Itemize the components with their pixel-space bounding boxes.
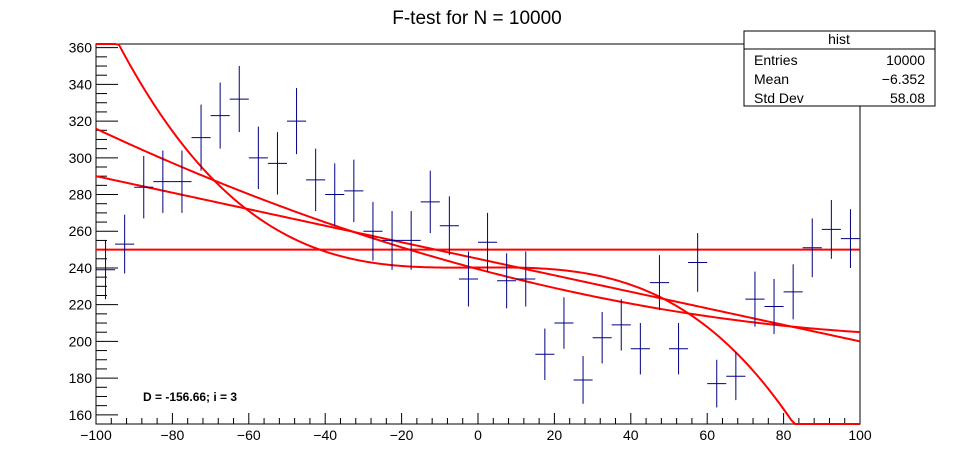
stats-box-frame [743,30,936,107]
x-axis: −100 −80 −60 −40 −20 0 20 40 60 80 100 [80,413,872,443]
histogram-point [726,352,746,401]
y-tick-label: 260 [69,223,93,239]
fit-curve-2 [95,127,861,334]
histogram-point [287,88,307,155]
x-tick-label: −60 [237,427,261,443]
fit-curves [95,43,861,425]
histogram-point [630,323,650,375]
y-tick-label: 280 [69,187,93,203]
y-axis: 160 180 200 220 240 260 280 300 320 340 360 [69,40,118,425]
x-tick-label: 80 [776,427,792,443]
histogram-point [764,278,784,335]
histogram-point [306,148,326,212]
histogram-point [229,66,249,133]
x-tick-label: 0 [474,427,482,443]
d-statistic-annotation: D = -156.66; i = 3 [143,390,237,404]
histogram-point [745,271,765,327]
y-tick-label: 200 [69,333,93,349]
histogram-point [344,159,364,223]
x-tick-label: 40 [623,427,639,443]
histogram-point [573,356,593,404]
histogram-point [497,253,517,309]
stats-entries-value: 10000 [886,52,925,68]
y-tick-label: 180 [69,370,93,386]
y-tick-label: 220 [69,297,93,313]
y-tick-label: 360 [69,40,93,56]
stats-box: hist Entries 10000 Mean −6.352 Std Dev 5… [743,30,936,107]
histogram-point [611,299,631,351]
chart-title: F-test for N = 10000 [392,8,562,29]
y-tick-label: 320 [69,113,93,129]
histogram-point [439,196,459,256]
x-tick-label: −20 [390,427,414,443]
histogram-point [688,233,708,292]
x-tick-label: 20 [547,427,563,443]
stats-entries-label: Entries [754,52,798,68]
histogram-point [783,264,803,320]
stats-box-title: hist [828,31,850,47]
histogram-point [153,150,173,213]
histogram-point [554,297,574,349]
histogram-point [458,251,478,307]
histogram-point [191,104,211,171]
fit-curve-3 [96,43,860,425]
histogram-point [516,251,536,307]
x-tick-label: −80 [161,427,185,443]
histogram-point [248,126,268,190]
histogram-point [840,209,860,268]
histogram-point [478,212,498,272]
histogram-point [325,163,345,226]
y-tick-label: 300 [69,150,93,166]
stats-stddev-label: Std Dev [754,90,804,106]
stats-mean-label: Mean [754,71,789,87]
histogram-point [420,170,440,234]
histogram-point [401,211,421,270]
histogram-points [96,66,860,408]
x-tick-label: 60 [699,427,715,443]
x-tick-label: −100 [80,427,112,443]
histogram-point [382,211,402,270]
y-tick-label: 340 [69,76,93,92]
fit-curve-1 [95,175,861,343]
histogram-point [115,214,135,274]
y-tick-label: 240 [69,260,93,276]
histogram-point [592,312,612,364]
histogram-point [669,323,689,375]
histogram-point [134,155,154,219]
stats-mean-value: −6.352 [882,71,925,87]
y-tick-label: 160 [69,407,93,423]
histogram-point [172,150,192,213]
histogram-point [802,218,822,278]
histogram-point [821,200,841,259]
x-tick-label: −40 [313,427,337,443]
histogram-point [707,359,727,408]
x-tick-label: 100 [848,427,872,443]
histogram-point [210,82,230,149]
histogram-point [267,132,287,195]
histogram-point [649,255,669,311]
histogram-point [363,201,383,261]
histogram-point [96,240,116,300]
stats-stddev-value: 58.08 [890,90,925,106]
histogram-point [535,328,555,380]
